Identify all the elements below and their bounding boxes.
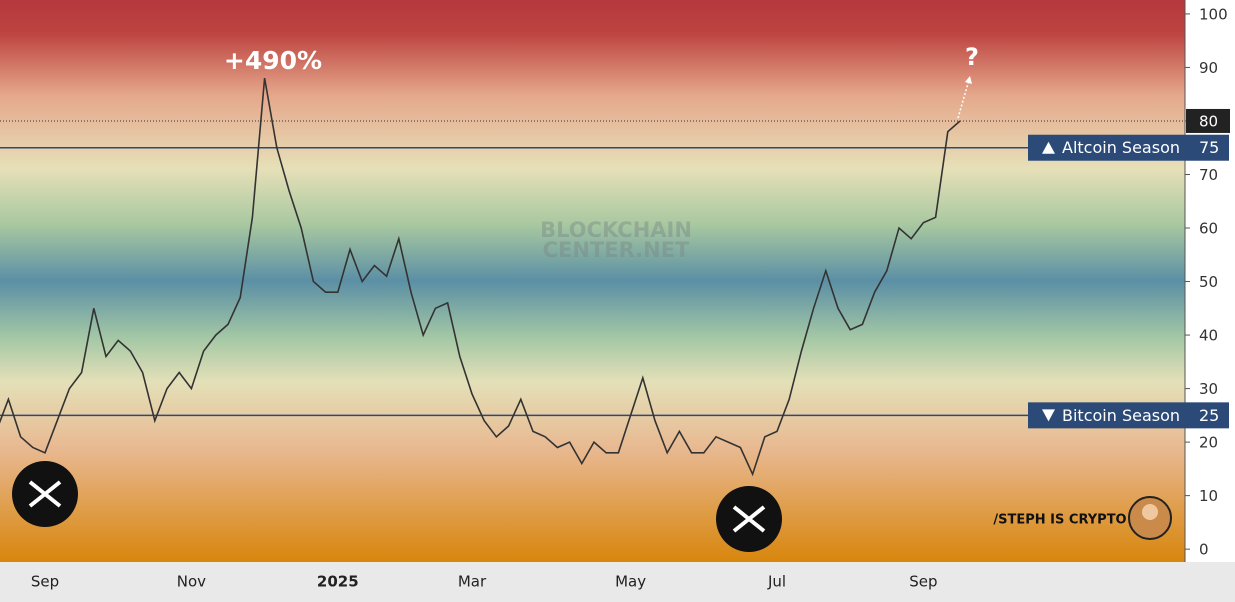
x-tick-label: Sep: [31, 573, 59, 591]
x-tick-label: Jul: [767, 573, 786, 591]
x-tick-label: 2025: [317, 573, 359, 591]
avatar: [1128, 496, 1172, 540]
y-tick-label: 10: [1199, 487, 1218, 505]
y-tick-label: 50: [1199, 273, 1218, 291]
axis-panel: [1185, 0, 1235, 562]
x-tick-label: Sep: [909, 573, 937, 591]
y-tick-label: 20: [1199, 434, 1218, 452]
annotation: +490%: [224, 46, 322, 75]
y-tick-label: 40: [1199, 327, 1218, 345]
threshold-icon: [1042, 141, 1055, 154]
threshold-box: [1028, 134, 1229, 161]
y-tick-label: 30: [1199, 380, 1218, 398]
x-tick-label: Nov: [177, 573, 206, 591]
x-axis-panel: [0, 562, 1235, 602]
xrp-logo: [716, 486, 782, 552]
watermark: CENTER.NET: [543, 238, 690, 262]
threshold-value: 75: [1199, 138, 1219, 157]
y-tick-label: 70: [1199, 166, 1218, 184]
threshold-box: [1028, 402, 1229, 429]
current-value-box: [1186, 108, 1230, 133]
y-tick-label: 80: [1199, 112, 1218, 130]
watermark: BLOCKCHAIN: [540, 218, 692, 242]
y-tick-label: 100: [1199, 5, 1228, 23]
threshold-value: 25: [1199, 406, 1219, 425]
x-tick-label: Mar: [458, 573, 487, 591]
xrp-logo: [12, 461, 78, 527]
threshold-icon: [1042, 409, 1055, 422]
y-tick-label: 0: [1199, 541, 1209, 559]
line: [0, 77, 961, 477]
threshold-label: Altcoin Season: [1062, 138, 1180, 157]
arrow: [957, 79, 970, 119]
x-tick-label: May: [615, 573, 646, 591]
arrowhead: [965, 76, 972, 84]
y-tick-label: 60: [1199, 220, 1218, 238]
threshold-label: Bitcoin Season: [1062, 406, 1180, 425]
signature: /STEPH IS CRYPTO: [993, 513, 1126, 528]
y-tick-label: 90: [1199, 59, 1218, 77]
background: [0, 0, 1185, 562]
annotation: ?: [965, 43, 979, 71]
